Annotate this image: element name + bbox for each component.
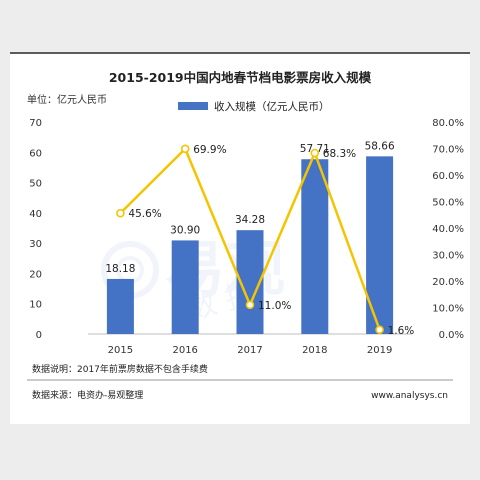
right-tick-label: 0.0% <box>439 330 464 341</box>
bar <box>301 159 329 334</box>
bar-data-label: 18.18 <box>105 263 135 275</box>
left-tick-label: 0 <box>36 330 42 341</box>
bar <box>171 240 199 334</box>
line-point <box>180 144 190 154</box>
line-series: 45.6% 69.9% 11.0% 68.3% 1.6% <box>116 144 415 337</box>
left-tick-label: 70 <box>29 118 42 129</box>
x-axis: 2015 2016 2017 2018 2019 <box>108 345 393 356</box>
legend: 收入规模（亿元人民币） <box>178 100 330 113</box>
bar-data-label: 58.66 <box>365 140 395 152</box>
line-data-label: 45.6% <box>128 208 161 220</box>
card-top-border <box>10 52 470 54</box>
legend-swatch <box>178 102 208 110</box>
source-note: 数据来源：电资办-易观整理 <box>32 389 143 401</box>
line-data-label: 1.6% <box>388 325 415 337</box>
x-tick-label: 2019 <box>367 345 392 356</box>
left-tick-label: 60 <box>29 148 42 159</box>
left-axis: 0 10 20 30 40 50 60 70 <box>29 118 42 341</box>
right-tick-label: 70.0% <box>432 145 464 156</box>
right-tick-label: 20.0% <box>432 277 464 288</box>
data-note: 数据说明：2017年前票房数据不包含手续费 <box>32 363 208 375</box>
line-data-label: 11.0% <box>258 300 291 312</box>
left-tick-label: 30 <box>29 239 42 250</box>
x-tick-label: 2016 <box>172 345 197 356</box>
line-point <box>245 300 255 310</box>
right-tick-label: 40.0% <box>432 224 464 235</box>
x-tick-label: 2018 <box>302 345 327 356</box>
right-tick-label: 60.0% <box>432 171 464 182</box>
line-point <box>116 208 125 218</box>
right-tick-label: 50.0% <box>432 198 464 209</box>
website-link[interactable]: www.analysys.cn <box>371 391 448 401</box>
right-tick-label: 10.0% <box>432 304 464 315</box>
legend-label: 收入规模（亿元人民币） <box>214 100 330 113</box>
left-tick-label: 20 <box>29 269 42 280</box>
unit-label: 单位：亿元人民币 <box>27 93 107 106</box>
x-tick-label: 2017 <box>237 345 262 356</box>
bar <box>106 278 134 334</box>
line-point <box>375 325 384 335</box>
bar-data-label: 34.28 <box>235 214 265 226</box>
left-tick-label: 40 <box>29 209 42 220</box>
left-tick-label: 10 <box>29 300 42 311</box>
left-tick-label: 50 <box>29 179 42 190</box>
bar-data-label: 30.90 <box>170 224 200 236</box>
right-axis: 0.0% 10.0% 20.0% 30.0% 40.0% 50.0% 60.0% 70.0% 8… <box>432 118 464 341</box>
line-point <box>310 148 320 158</box>
line-data-label: 69.9% <box>193 144 226 156</box>
x-tick-label: 2015 <box>108 345 133 356</box>
right-tick-label: 30.0% <box>432 251 464 262</box>
right-tick-label: 80.0% <box>432 118 464 129</box>
chart-title: 2015-2019中国内地春节档电影票房收入规模 <box>109 70 372 85</box>
line-data-label: 68.3% <box>323 148 356 160</box>
bar-series <box>106 156 394 334</box>
